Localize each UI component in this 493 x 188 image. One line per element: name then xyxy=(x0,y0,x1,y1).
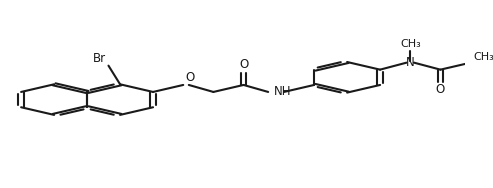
Text: Br: Br xyxy=(93,52,106,65)
Text: O: O xyxy=(239,58,248,71)
Text: O: O xyxy=(185,71,195,84)
Text: N: N xyxy=(406,56,415,69)
Text: CH₃: CH₃ xyxy=(473,52,493,62)
Text: CH₃: CH₃ xyxy=(400,39,421,49)
Text: NH: NH xyxy=(274,86,291,99)
Text: O: O xyxy=(436,83,445,96)
